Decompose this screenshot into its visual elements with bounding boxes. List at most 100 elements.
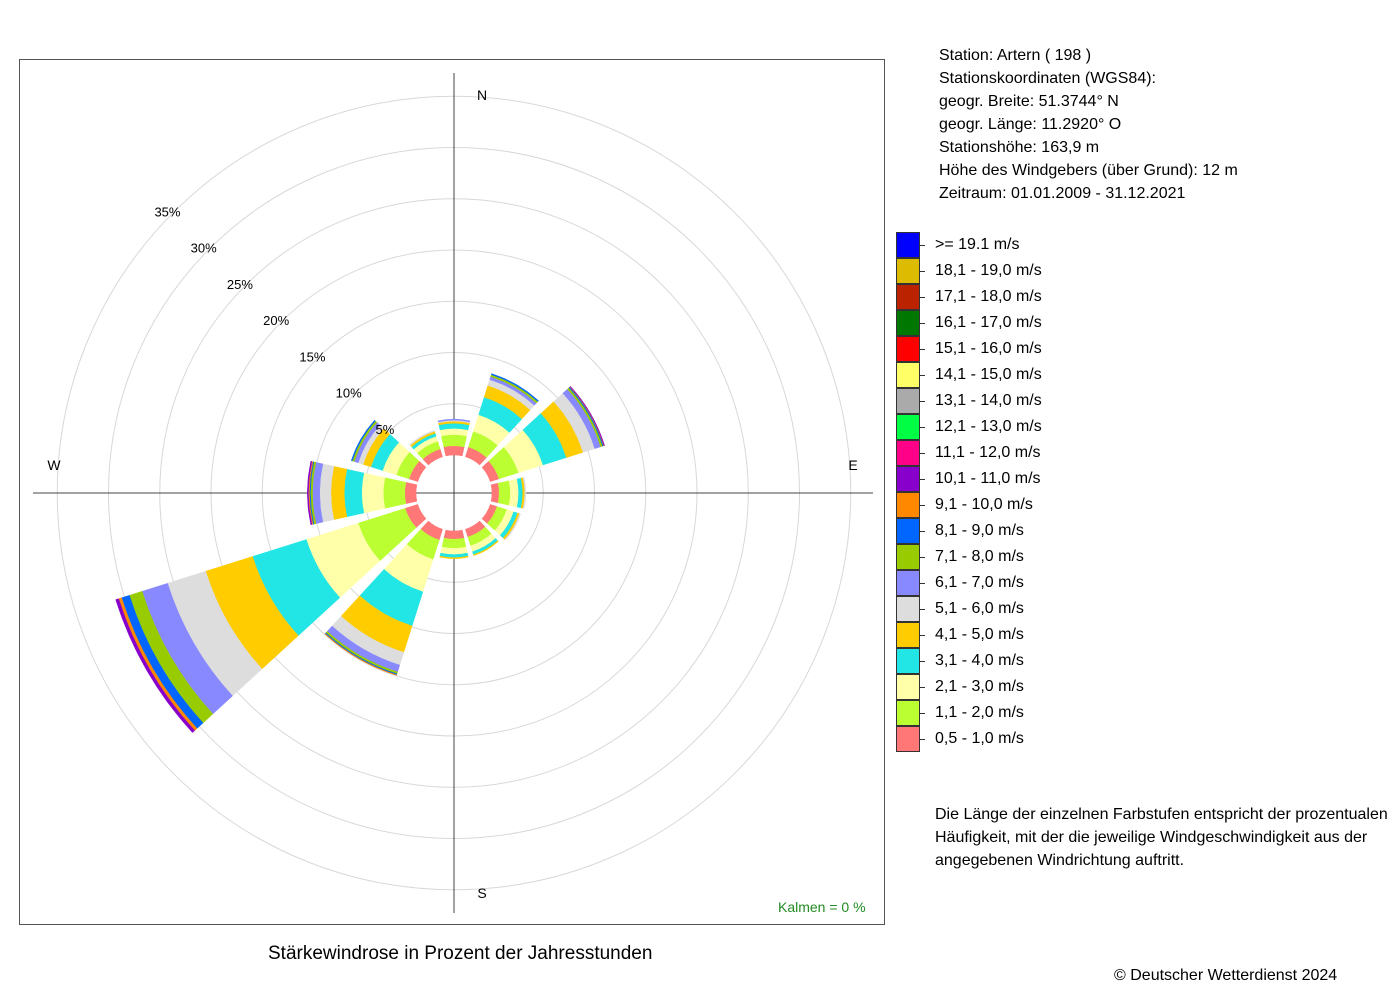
legend-tick bbox=[920, 557, 925, 558]
sector-segment bbox=[344, 468, 365, 518]
legend-swatch bbox=[896, 362, 920, 388]
direction-label: N bbox=[477, 87, 487, 103]
legend-tick bbox=[920, 401, 925, 402]
legend-label: 15,1 - 16,0 m/s bbox=[935, 340, 1042, 357]
legend-tick bbox=[920, 661, 925, 662]
copyright: © Deutscher Wetterdienst 2024 bbox=[1114, 967, 1338, 984]
sector-segment bbox=[491, 373, 539, 402]
legend-swatch bbox=[896, 388, 920, 414]
time-period: Zeitraum: 01.01.2009 - 31.12.2021 bbox=[939, 185, 1186, 202]
legend-tick bbox=[920, 609, 925, 610]
sector-segment bbox=[522, 477, 527, 509]
calm-note: Kalmen = 0 % bbox=[778, 899, 866, 915]
legend-swatch bbox=[896, 440, 920, 466]
legend-swatch bbox=[896, 492, 920, 518]
legend-label: 3,1 - 4,0 m/s bbox=[935, 652, 1024, 669]
legend-swatch bbox=[896, 466, 920, 492]
legend-label: 13,1 - 14,0 m/s bbox=[935, 392, 1042, 409]
sector-segment bbox=[324, 633, 397, 676]
legend-swatch bbox=[896, 284, 920, 310]
sector-segment bbox=[404, 482, 418, 504]
legend-tick bbox=[920, 531, 925, 532]
legend-label: 11,1 - 12,0 m/s bbox=[935, 444, 1041, 461]
legend-label: 4,1 - 5,0 m/s bbox=[935, 626, 1024, 643]
legend-label: 6,1 - 7,0 m/s bbox=[935, 574, 1024, 591]
legend-tick bbox=[920, 453, 925, 454]
sector-segment bbox=[439, 555, 469, 559]
wind-rose-svg: 5% 10% 15% 20% 25% 30% 35% N S W E bbox=[33, 73, 873, 913]
sector-segment bbox=[115, 598, 196, 734]
legend-swatch bbox=[896, 570, 920, 596]
legend-tick bbox=[920, 271, 925, 272]
explanation-note: Die Länge der einzelnen Farbstufen entsp… bbox=[935, 806, 1388, 869]
legend-label: 5,1 - 6,0 m/s bbox=[935, 600, 1024, 617]
direction-label: W bbox=[47, 457, 61, 473]
legend-label: 12,1 - 13,0 m/s bbox=[935, 418, 1042, 435]
legend-tick bbox=[920, 349, 925, 350]
legend-swatch bbox=[896, 544, 920, 570]
legend-swatch bbox=[896, 518, 920, 544]
sector-segment bbox=[409, 430, 435, 446]
station-coords-title: Stationskoordinaten (WGS84): bbox=[939, 70, 1156, 87]
legend-tick bbox=[920, 479, 925, 480]
legend-swatch bbox=[896, 414, 920, 440]
legend-tick bbox=[920, 713, 925, 714]
legend-swatch bbox=[896, 310, 920, 336]
legend-swatch bbox=[896, 596, 920, 622]
sector-segment bbox=[350, 419, 376, 462]
wind-rose-plot: 5% 10% 15% 20% 25% 30% 35% N S W E bbox=[19, 59, 885, 925]
station-name: Station: Artern ( 198 ) bbox=[939, 47, 1092, 64]
legend-tick bbox=[920, 583, 925, 584]
legend-label: >= 19.1 m/s bbox=[935, 236, 1020, 253]
legend-label: 1,1 - 2,0 m/s bbox=[935, 704, 1024, 721]
sector-segment bbox=[473, 540, 499, 556]
ring-label: 15% bbox=[299, 349, 325, 364]
sector-segment bbox=[443, 445, 465, 457]
station-altitude: Stationshöhe: 163,9 m bbox=[939, 139, 1100, 156]
direction-label: E bbox=[848, 457, 857, 473]
legend-label: 17,1 - 18,0 m/s bbox=[935, 288, 1042, 305]
sector-segment bbox=[307, 460, 313, 526]
legend-tick bbox=[920, 739, 925, 740]
ring-label: 10% bbox=[336, 386, 362, 401]
legend-swatch bbox=[896, 674, 920, 700]
sector-segment bbox=[441, 434, 467, 448]
sector-segment bbox=[443, 529, 465, 540]
legend-swatch bbox=[896, 622, 920, 648]
legend-label: 0,5 - 1,0 m/s bbox=[935, 730, 1024, 747]
legend-swatch bbox=[896, 336, 920, 362]
ring-label: 30% bbox=[191, 241, 217, 256]
sector-segment bbox=[330, 466, 348, 520]
sector-segment bbox=[569, 385, 605, 446]
sector-segment bbox=[490, 482, 500, 504]
sector-segment bbox=[441, 537, 467, 549]
legend-tick bbox=[920, 297, 925, 298]
legend-swatch bbox=[896, 232, 920, 258]
anemometer-height: Höhe des Windgebers (über Grund): 12 m bbox=[939, 162, 1238, 179]
sector-segment bbox=[508, 478, 519, 508]
legend-tick bbox=[920, 635, 925, 636]
legend-tick bbox=[920, 245, 925, 246]
legend-label: 14,1 - 15,0 m/s bbox=[935, 366, 1042, 383]
ring-label: 5% bbox=[375, 422, 394, 437]
legend-tick bbox=[920, 687, 925, 688]
sector-segment bbox=[361, 472, 386, 514]
ring-label: 25% bbox=[227, 277, 253, 292]
sector-segment bbox=[504, 513, 521, 541]
legend-swatch bbox=[896, 648, 920, 674]
station-latitude: geogr. Breite: 51.3744° N bbox=[939, 93, 1119, 110]
sector-segment bbox=[383, 477, 407, 509]
legend-label: 2,1 - 3,0 m/s bbox=[935, 678, 1024, 695]
legend-label: 18,1 - 19,0 m/s bbox=[935, 262, 1042, 279]
legend-label: 16,1 - 17,0 m/s bbox=[935, 314, 1042, 331]
ring-label: 20% bbox=[263, 313, 289, 328]
legend-label: 8,1 - 9,0 m/s bbox=[935, 522, 1024, 539]
legend-swatch bbox=[896, 726, 920, 752]
sector-segment bbox=[497, 480, 511, 506]
ring-label: 35% bbox=[154, 204, 180, 219]
legend-tick bbox=[920, 427, 925, 428]
sector-segment bbox=[437, 418, 471, 423]
legend-tick bbox=[920, 505, 925, 506]
legend-label: 10,1 - 11,0 m/s bbox=[935, 470, 1041, 487]
station-longitude: geogr. Länge: 11.2920° O bbox=[939, 116, 1122, 133]
